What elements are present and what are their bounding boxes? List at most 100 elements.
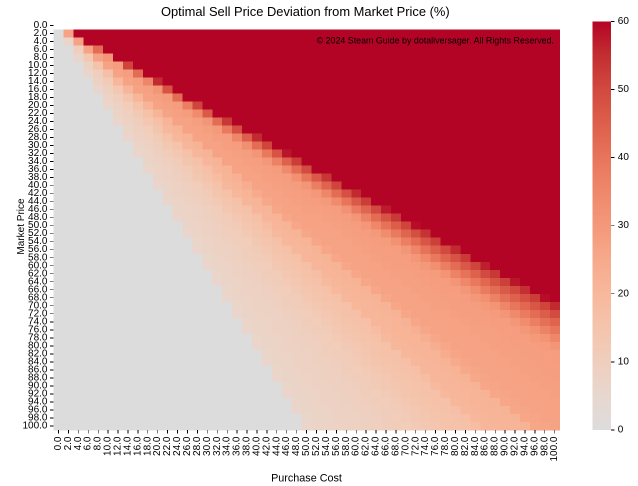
svg-text:88.0: 88.0 [490,436,501,456]
svg-text:66.0: 66.0 [380,436,391,456]
svg-text:22.0: 22.0 [28,108,48,119]
svg-text:76.0: 76.0 [28,324,48,335]
svg-text:36.0: 36.0 [28,164,48,175]
svg-text:100.0: 100.0 [22,421,47,432]
svg-text:30.0: 30.0 [28,140,48,151]
svg-text:Optimal Sell Price Deviation f: Optimal Sell Price Deviation from Market… [161,4,450,19]
svg-text:68.0: 68.0 [390,436,401,456]
svg-text:78.0: 78.0 [440,436,451,456]
svg-text:2.0: 2.0 [34,28,48,39]
svg-text:60.0: 60.0 [28,260,48,271]
svg-text:100.0: 100.0 [549,436,560,461]
svg-text:22.0: 22.0 [162,436,173,456]
svg-text:34.0: 34.0 [28,156,48,167]
svg-text:62.0: 62.0 [28,268,48,279]
svg-text:36.0: 36.0 [232,436,243,456]
svg-text:46.0: 46.0 [28,204,48,215]
svg-text:58.0: 58.0 [341,436,352,456]
svg-text:Purchase Cost: Purchase Cost [271,472,342,484]
svg-text:24.0: 24.0 [28,116,48,127]
svg-text:90.0: 90.0 [500,436,511,456]
svg-text:38.0: 38.0 [28,172,48,183]
svg-text:74.0: 74.0 [420,436,431,456]
svg-text:8.0: 8.0 [34,52,48,63]
svg-text:40.0: 40.0 [28,180,48,191]
svg-text:94.0: 94.0 [519,436,530,456]
svg-text:40: 40 [618,152,630,163]
svg-text:26.0: 26.0 [182,436,193,456]
svg-text:50.0: 50.0 [28,220,48,231]
svg-text:46.0: 46.0 [281,436,292,456]
svg-text:38.0: 38.0 [242,436,253,456]
svg-text:16.0: 16.0 [132,436,143,456]
svg-text:26.0: 26.0 [28,124,48,135]
svg-text:96.0: 96.0 [529,436,540,456]
svg-text:48.0: 48.0 [28,212,48,223]
svg-text:98.0: 98.0 [539,436,550,456]
svg-text:80.0: 80.0 [28,340,48,351]
svg-text:40.0: 40.0 [251,436,262,456]
svg-text:30: 30 [618,220,630,231]
svg-text:30.0: 30.0 [202,436,213,456]
svg-text:60: 60 [618,16,630,27]
svg-text:50: 50 [618,84,630,95]
svg-text:64.0: 64.0 [371,436,382,456]
svg-text:88.0: 88.0 [28,372,48,383]
svg-text:96.0: 96.0 [28,404,48,415]
svg-text:42.0: 42.0 [28,188,48,199]
svg-text:0.0: 0.0 [34,20,48,31]
svg-text:70.0: 70.0 [400,436,411,456]
svg-text:60.0: 60.0 [351,436,362,456]
svg-text:54.0: 54.0 [28,236,48,247]
svg-text:98.0: 98.0 [28,412,48,423]
svg-text:18.0: 18.0 [28,92,48,103]
svg-text:© 2024 Steam Guide by dotalive: © 2024 Steam Guide by dotaliversager. Al… [317,36,554,46]
svg-text:32.0: 32.0 [28,148,48,159]
svg-text:54.0: 54.0 [321,436,332,456]
svg-text:72.0: 72.0 [410,436,421,456]
svg-text:92.0: 92.0 [28,388,48,399]
svg-text:64.0: 64.0 [28,276,48,287]
svg-text:72.0: 72.0 [28,308,48,319]
svg-text:28.0: 28.0 [192,436,203,456]
svg-text:14.0: 14.0 [122,436,133,456]
svg-text:24.0: 24.0 [172,436,183,456]
svg-text:20.0: 20.0 [152,436,163,456]
svg-text:12.0: 12.0 [28,68,48,79]
svg-text:0: 0 [618,425,624,436]
svg-text:10.0: 10.0 [28,60,48,71]
svg-text:16.0: 16.0 [28,84,48,95]
svg-text:10: 10 [618,356,630,367]
svg-text:50.0: 50.0 [301,436,312,456]
svg-text:86.0: 86.0 [28,364,48,375]
svg-text:94.0: 94.0 [28,396,48,407]
svg-text:58.0: 58.0 [28,252,48,263]
svg-text:74.0: 74.0 [28,316,48,327]
svg-text:12.0: 12.0 [113,436,124,456]
svg-text:76.0: 76.0 [430,436,441,456]
svg-text:0.0: 0.0 [53,436,64,450]
svg-text:52.0: 52.0 [311,436,322,456]
svg-text:84.0: 84.0 [28,356,48,367]
svg-text:56.0: 56.0 [331,436,342,456]
svg-text:70.0: 70.0 [28,300,48,311]
svg-text:18.0: 18.0 [142,436,153,456]
svg-text:82.0: 82.0 [28,348,48,359]
svg-text:20.0: 20.0 [28,100,48,111]
svg-text:62.0: 62.0 [361,436,372,456]
svg-text:48.0: 48.0 [291,436,302,456]
svg-text:6.0: 6.0 [83,436,94,450]
svg-text:Market Price: Market Price [16,198,27,255]
svg-text:52.0: 52.0 [28,228,48,239]
svg-text:92.0: 92.0 [510,436,521,456]
svg-text:4.0: 4.0 [73,436,84,450]
svg-text:56.0: 56.0 [28,244,48,255]
svg-text:68.0: 68.0 [28,292,48,303]
svg-text:44.0: 44.0 [28,196,48,207]
svg-text:90.0: 90.0 [28,380,48,391]
svg-text:34.0: 34.0 [222,436,233,456]
svg-text:78.0: 78.0 [28,332,48,343]
svg-text:42.0: 42.0 [261,436,272,456]
svg-text:44.0: 44.0 [271,436,282,456]
svg-text:4.0: 4.0 [34,36,48,47]
